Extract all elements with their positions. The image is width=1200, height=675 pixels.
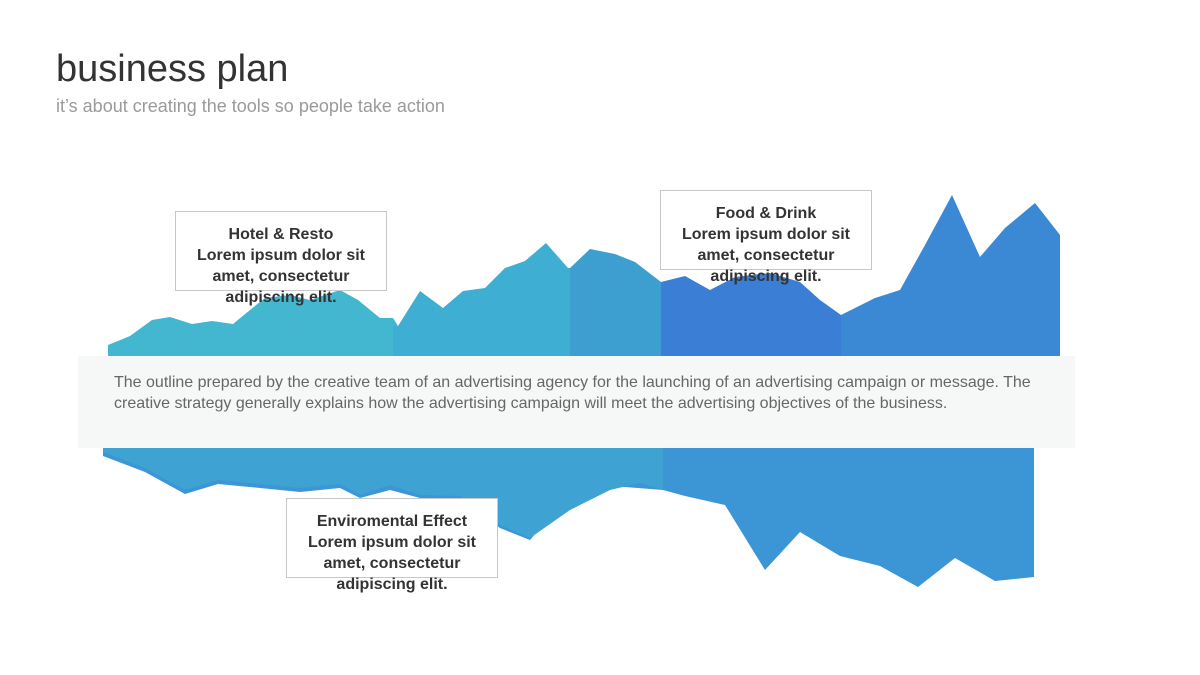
callout-body: Lorem ipsum dolor sit amet, consectetur … (681, 226, 850, 285)
callout-heading: Food & Drink (715, 205, 817, 222)
area-shape-top-3 (570, 249, 661, 356)
area-shape-top-5 (841, 195, 1060, 356)
callout-heading: Enviromental Effect (316, 513, 468, 530)
callout-hotel-resto: Hotel & Resto Lorem ipsum dolor sit amet… (175, 211, 387, 306)
page-subtitle: it’s about creating the tools so people … (56, 96, 445, 116)
page-title: business plan (56, 48, 289, 90)
callout-body: Lorem ipsum dolor sit amet, consectetur … (307, 534, 476, 593)
area-shape-bottom-2 (103, 448, 663, 538)
description-text: The outline prepared by the creative tea… (114, 374, 1031, 412)
callout-body: Lorem ipsum dolor sit amet, consectetur … (196, 247, 365, 306)
callout-enviromental-effect: Enviromental Effect Lorem ipsum dolor si… (286, 498, 498, 593)
description-band: The outline prepared by the creative tea… (78, 356, 1075, 448)
area-shape-top-2 (393, 243, 570, 356)
area-shape-top-4 (661, 273, 841, 356)
callout-food-drink: Food & Drink Lorem ipsum dolor sit amet,… (660, 190, 872, 285)
callout-heading: Hotel & Resto (228, 226, 334, 243)
area-shape-top-1 (108, 290, 398, 356)
area-shape-bottom-3 (663, 448, 1034, 587)
